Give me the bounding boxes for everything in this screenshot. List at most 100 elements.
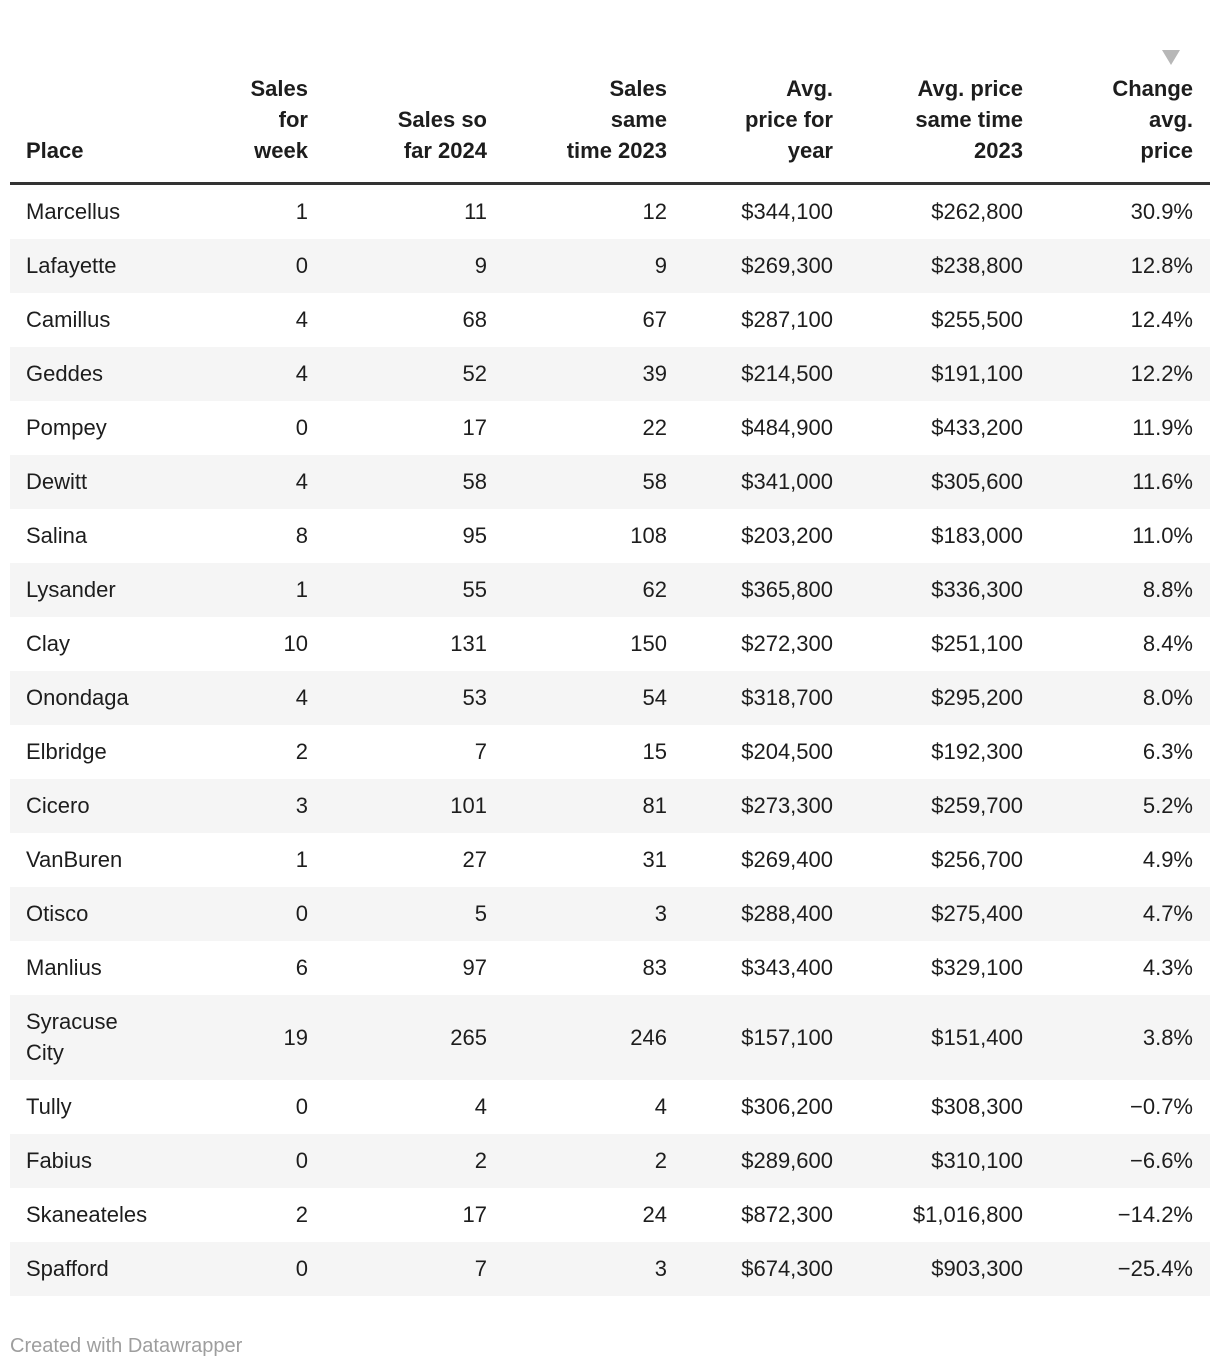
value-cell: 108 xyxy=(630,523,667,548)
value-cell: 5.2% xyxy=(1142,793,1193,818)
place-cell: Tully xyxy=(26,1094,72,1119)
place-cell: Dewitt xyxy=(26,469,88,494)
value-cell: $365,800 xyxy=(741,577,833,602)
value-cell: $433,200 xyxy=(931,415,1023,440)
table-body: Marcellus 1 11 12 $344,100 $262,800 30.9% Lafay… xyxy=(10,184,1210,1296)
value-cell: 4 xyxy=(474,1094,487,1119)
value-cell: 62 xyxy=(642,577,667,602)
table-row: Elbridge 2 7 15 $204,500 $192,300 6.3% xyxy=(10,725,1210,779)
table-row: Camillus 4 68 67 $287,100 $255,500 12.4% xyxy=(10,293,1210,347)
value-cell: $903,300 xyxy=(931,1256,1023,1281)
value-cell: 0 xyxy=(295,901,308,926)
value-cell: $288,400 xyxy=(741,901,833,926)
table-row: Lysander 1 55 62 $365,800 $336,300 8.8% xyxy=(10,563,1210,617)
sort-descending-icon[interactable] xyxy=(1162,50,1180,65)
value-cell: 0 xyxy=(295,415,308,440)
column-header-sales-2024[interactable]: Sales so far 2024 xyxy=(325,0,504,185)
value-cell: $310,100 xyxy=(931,1148,1023,1173)
table-row: Manlius 6 97 83 $343,400 $329,100 4.3% xyxy=(10,941,1210,995)
value-cell: $344,100 xyxy=(741,199,833,224)
value-cell: 12.4% xyxy=(1130,307,1193,332)
value-cell: 11.0% xyxy=(1132,523,1193,548)
value-cell: 22 xyxy=(642,415,667,440)
place-cell: Marcellus xyxy=(26,199,121,224)
value-cell: 0 xyxy=(295,1148,308,1173)
place-cell: Syracuse City xyxy=(26,1009,118,1065)
value-cell: 3 xyxy=(654,1256,667,1281)
place-cell: Spafford xyxy=(26,1256,109,1281)
value-cell: $238,800 xyxy=(931,253,1023,278)
place-cell: Lafayette xyxy=(26,253,117,278)
value-cell: 8.0% xyxy=(1142,685,1193,710)
value-cell: −25.4% xyxy=(1117,1256,1193,1281)
value-cell: 3 xyxy=(654,901,667,926)
value-cell: 2 xyxy=(474,1148,487,1173)
place-cell: Onondaga xyxy=(26,685,129,710)
value-cell: 95 xyxy=(462,523,487,548)
table-row: Onondaga 4 53 54 $318,700 $295,200 8.0% xyxy=(10,671,1210,725)
value-cell: $191,100 xyxy=(931,361,1023,386)
value-cell: 4 xyxy=(295,307,308,332)
column-header-avg-price-year[interactable]: Avg. price for year xyxy=(684,0,850,185)
value-cell: 53 xyxy=(462,685,487,710)
value-cell: $259,700 xyxy=(931,793,1023,818)
value-cell: $305,600 xyxy=(931,469,1023,494)
column-header-change-price[interactable]: Change avg. price xyxy=(1040,0,1210,185)
table-row: Lafayette 0 9 9 $269,300 $238,800 12.8% xyxy=(10,239,1210,293)
value-cell: 52 xyxy=(462,361,487,386)
value-cell: 8.8% xyxy=(1142,577,1193,602)
value-cell: $306,200 xyxy=(741,1094,833,1119)
value-cell: $289,600 xyxy=(741,1148,833,1173)
value-cell: 101 xyxy=(450,793,487,818)
place-cell: Geddes xyxy=(26,361,104,386)
place-cell: Salina xyxy=(26,523,88,548)
value-cell: $329,100 xyxy=(931,955,1023,980)
value-cell: 55 xyxy=(462,577,487,602)
column-header-sales-week[interactable]: Sales for week xyxy=(220,0,325,185)
place-cell: VanBuren xyxy=(26,847,123,872)
value-cell: 246 xyxy=(630,1024,667,1050)
value-cell: 17 xyxy=(462,1202,487,1227)
value-cell: 39 xyxy=(642,361,667,386)
column-header-sales-2023[interactable]: Sales same time 2023 xyxy=(504,0,684,185)
table-row: VanBuren 1 27 31 $269,400 $256,700 4.9% xyxy=(10,833,1210,887)
value-cell: 1 xyxy=(295,577,308,602)
table-row: Pompey 0 17 22 $484,900 $433,200 11.9% xyxy=(10,401,1210,455)
value-cell: $343,400 xyxy=(741,955,833,980)
value-cell: 54 xyxy=(642,685,667,710)
value-cell: $484,900 xyxy=(741,415,833,440)
value-cell: 4 xyxy=(295,469,308,494)
place-cell: Skaneateles xyxy=(26,1202,148,1227)
table-row: Otisco 0 5 3 $288,400 $275,400 4.7% xyxy=(10,887,1210,941)
value-cell: 150 xyxy=(630,631,667,656)
table-row: Marcellus 1 11 12 $344,100 $262,800 30.9% xyxy=(10,184,1210,240)
table-row: Spafford 0 7 3 $674,300 $903,300 −25.4% xyxy=(10,1242,1210,1296)
value-cell: $262,800 xyxy=(931,199,1023,224)
value-cell: 2 xyxy=(295,739,308,764)
table-row: Dewitt 4 58 58 $341,000 $305,600 11.6% xyxy=(10,455,1210,509)
value-cell: 4.3% xyxy=(1142,955,1193,980)
value-cell: 131 xyxy=(450,631,487,656)
value-cell: 17 xyxy=(462,415,487,440)
place-cell: Pompey xyxy=(26,415,107,440)
value-cell: $269,400 xyxy=(741,847,833,872)
value-cell: 81 xyxy=(642,793,667,818)
value-cell: 9 xyxy=(654,253,667,278)
value-cell: 4.7% xyxy=(1142,901,1193,926)
column-header-place[interactable]: Place xyxy=(10,0,220,185)
value-cell: 2 xyxy=(295,1202,308,1227)
header-row: Place Sales for week Sales so far 2024 Sale… xyxy=(10,0,1210,185)
value-cell: 7 xyxy=(474,739,487,764)
table-row: Salina 8 95 108 $203,200 $183,000 11.0% xyxy=(10,509,1210,563)
value-cell: 3 xyxy=(295,793,308,818)
value-cell: $674,300 xyxy=(741,1256,833,1281)
place-cell: Manlius xyxy=(26,955,102,980)
value-cell: 15 xyxy=(642,739,667,764)
value-cell: $255,500 xyxy=(931,307,1023,332)
value-cell: −14.2% xyxy=(1117,1202,1193,1227)
column-header-avg-price-2023[interactable]: Avg. price same time 2023 xyxy=(850,0,1040,185)
value-cell: 12.8% xyxy=(1130,253,1193,278)
value-cell: 1 xyxy=(295,199,308,224)
value-cell: 4 xyxy=(654,1094,667,1119)
value-cell: $272,300 xyxy=(741,631,833,656)
